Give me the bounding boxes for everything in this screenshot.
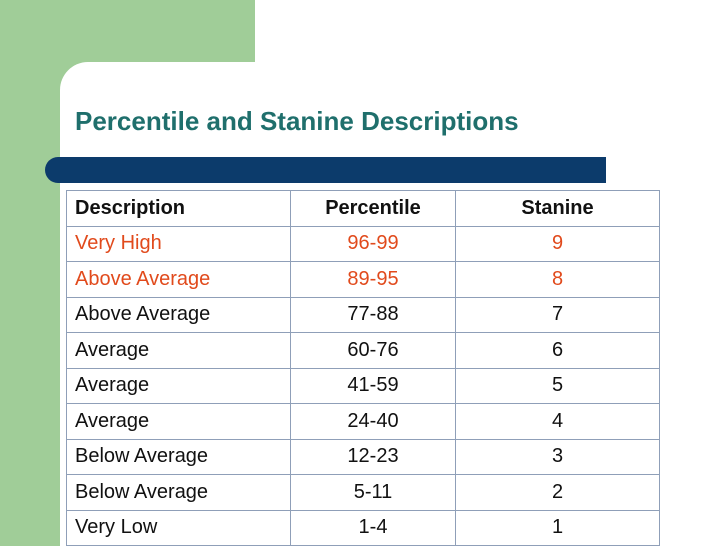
- column-header: Percentile: [290, 190, 456, 227]
- cell: 6: [455, 332, 660, 369]
- cell: 5-11: [290, 474, 456, 511]
- cell: 12-23: [290, 438, 456, 475]
- cell: Very Low: [66, 509, 291, 546]
- table-row: Very Low 1-4 1: [66, 509, 660, 546]
- title-bar: [45, 157, 606, 183]
- cell: 2: [455, 474, 660, 511]
- table-row: Average 41-59 5: [66, 367, 660, 404]
- header-row: Description Percentile Stanine: [66, 190, 660, 227]
- column-header: Stanine: [455, 190, 660, 227]
- cell: 1: [455, 509, 660, 546]
- cell: 41-59: [290, 367, 456, 404]
- cell: Very High: [66, 225, 291, 262]
- cell: 89-95: [290, 261, 456, 298]
- cell: 96-99: [290, 225, 456, 262]
- column-header: Description: [66, 190, 291, 227]
- cell: 4: [455, 403, 660, 440]
- table-body: Very High 96-99 9 Above Average 89-95 8 Abov…: [66, 225, 660, 546]
- cell: 9: [455, 225, 660, 262]
- table-row: Very High 96-99 9: [66, 225, 660, 262]
- cell: 3: [455, 438, 660, 475]
- cell: 77-88: [290, 296, 456, 333]
- slide-title: Percentile and Stanine Descriptions: [75, 106, 519, 136]
- cell: Below Average: [66, 474, 291, 511]
- cell: 5: [455, 367, 660, 404]
- table-row: Below Average 5-11 2: [66, 474, 660, 511]
- table-row: Above Average 77-88 7: [66, 296, 660, 333]
- cell: Above Average: [66, 296, 291, 333]
- cell: Above Average: [66, 261, 291, 298]
- green-strip: [0, 0, 62, 546]
- cell: 7: [455, 296, 660, 333]
- cell: Average: [66, 332, 291, 369]
- table-row: Below Average 12-23 3: [66, 438, 660, 475]
- cell: Below Average: [66, 438, 291, 475]
- table-row: Above Average 89-95 8: [66, 261, 660, 298]
- table-row: Average 60-76 6: [66, 332, 660, 369]
- cell: 1-4: [290, 509, 456, 546]
- cell: Average: [66, 367, 291, 404]
- cell: 60-76: [290, 332, 456, 369]
- cell: 8: [455, 261, 660, 298]
- stanine-table: Description Percentile Stanine Very High…: [66, 190, 660, 546]
- table-row: Average 24-40 4: [66, 403, 660, 440]
- cell: Average: [66, 403, 291, 440]
- cell: 24-40: [290, 403, 456, 440]
